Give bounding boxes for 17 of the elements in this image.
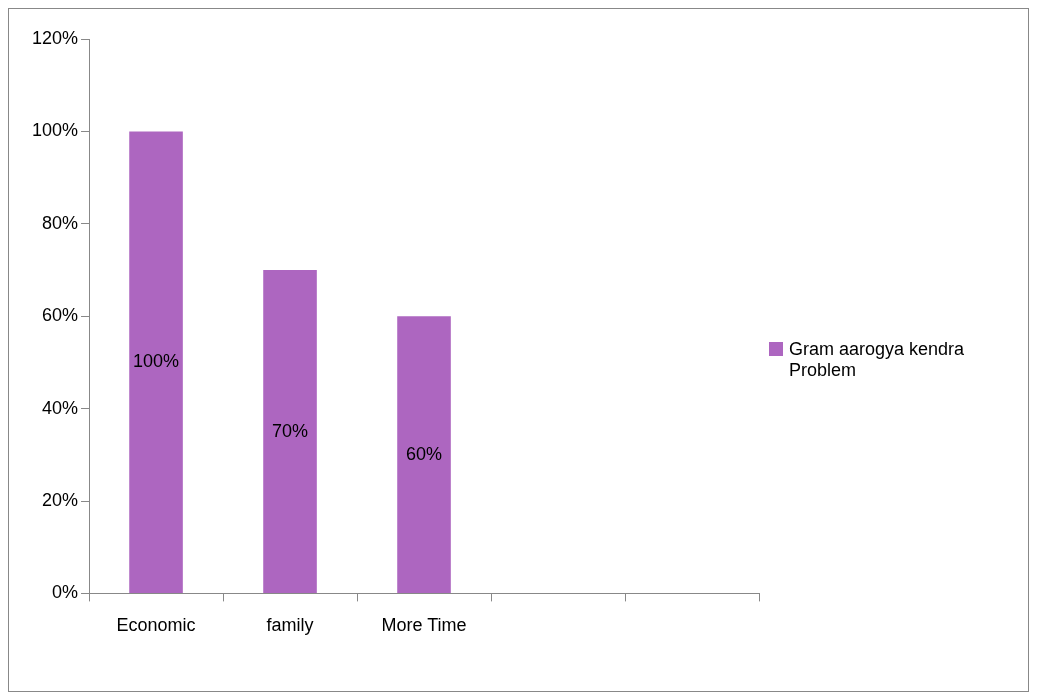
x-tick-label: Economic bbox=[116, 615, 196, 636]
data-label: 100% bbox=[133, 351, 180, 372]
y-tick-label: 80% bbox=[42, 212, 79, 233]
y-tick-label: 100% bbox=[31, 120, 79, 141]
y-tick-label: 40% bbox=[42, 397, 79, 418]
y-tick-label: 120% bbox=[31, 27, 79, 48]
y-tick-label: 0% bbox=[52, 582, 79, 603]
bar bbox=[397, 316, 451, 593]
bar bbox=[129, 131, 183, 593]
bar bbox=[263, 270, 317, 593]
y-tick-label: 20% bbox=[42, 489, 79, 510]
y-tick-label: 60% bbox=[42, 305, 79, 326]
legend-label: Gram aarogya kendra Problem bbox=[789, 339, 966, 381]
data-label: 60% bbox=[406, 443, 443, 464]
data-label: 70% bbox=[272, 420, 309, 441]
x-tick-label: family bbox=[266, 615, 314, 636]
x-tick-label: More Time bbox=[381, 615, 467, 636]
